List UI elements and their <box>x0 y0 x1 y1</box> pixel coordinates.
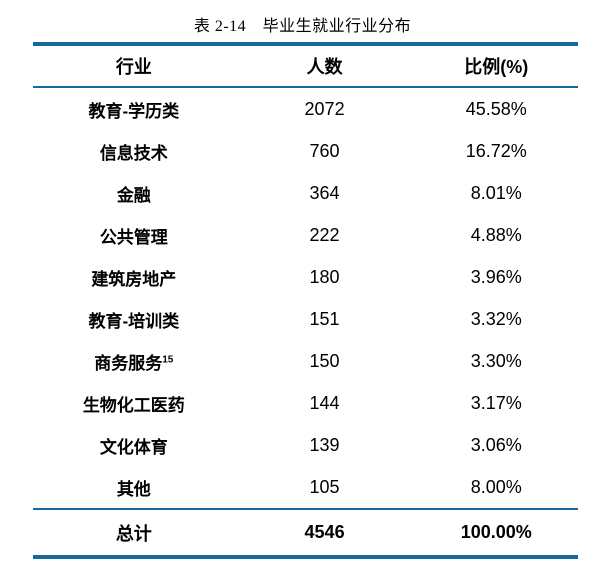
table-total-row: 总计 4546 100.00% <box>33 508 578 555</box>
industry-label: 公共管理 <box>99 227 168 247</box>
industry-cell: 其他 <box>33 475 235 500</box>
table-header-row: 行业 人数 比例(%) <box>33 46 578 88</box>
industry-cell: 金融 <box>33 181 235 206</box>
count-cell: 364 <box>309 182 340 203</box>
table-row: 教育-学历类 2072 45.58% <box>33 88 578 130</box>
percent-cell: 3.30% <box>470 350 522 371</box>
industry-cell: 建筑房地产 <box>33 265 235 290</box>
count-cell: 150 <box>309 350 340 371</box>
industry-label: 文化体育 <box>99 437 168 457</box>
table-row: 教育-培训类 151 3.32% <box>33 298 578 340</box>
industry-label: 信息技术 <box>99 143 168 163</box>
count-cell: 760 <box>309 140 340 161</box>
percent-cell: 45.58% <box>465 98 527 119</box>
table-caption: 表 2-14 毕业生就业行业分布 <box>193 18 412 35</box>
industry-label: 生物化工医药 <box>82 395 185 415</box>
header-percent: 比例(%) <box>464 57 529 77</box>
table-row: 其他 105 8.00% <box>33 466 578 508</box>
table-row: 信息技术 760 16.72% <box>33 130 578 172</box>
count-cell: 222 <box>309 224 340 245</box>
percent-cell: 4.88% <box>470 224 522 245</box>
table-row: 金融 364 8.01% <box>33 172 578 214</box>
percent-cell: 3.06% <box>470 434 522 455</box>
industry-label: 金融 <box>116 185 151 205</box>
count-cell: 144 <box>309 392 340 413</box>
industry-label: 建筑房地产 <box>91 269 177 289</box>
table-row: 公共管理 222 4.88% <box>33 214 578 256</box>
employment-industry-table: 行业 人数 比例(%) 教育-学历类 2072 45.58% 信息技术 760 … <box>33 42 578 559</box>
industry-cell: 文化体育 <box>33 433 235 458</box>
table-row: 建筑房地产 180 3.96% <box>33 256 578 298</box>
percent-cell: 3.96% <box>470 266 522 287</box>
industry-cell: 教育-培训类 <box>33 307 235 332</box>
table-row: 商务服务15 150 3.30% <box>33 340 578 382</box>
total-count: 4546 <box>304 522 345 542</box>
count-cell: 139 <box>309 434 340 455</box>
industry-cell: 教育-学历类 <box>33 97 235 122</box>
table-row: 文化体育 139 3.06% <box>33 424 578 466</box>
percent-cell: 3.17% <box>470 392 522 413</box>
count-cell: 105 <box>309 476 340 497</box>
footnote-marker: 15 <box>162 353 174 365</box>
industry-cell: 信息技术 <box>33 139 235 164</box>
percent-cell: 16.72% <box>465 140 527 161</box>
industry-label: 教育-培训类 <box>88 311 180 331</box>
total-percent: 100.00% <box>460 522 532 542</box>
industry-label: 商务服务 <box>94 353 163 373</box>
header-count: 人数 <box>306 57 343 77</box>
count-cell: 151 <box>309 308 340 329</box>
count-cell: 180 <box>309 266 340 287</box>
industry-cell: 商务服务15 <box>33 349 235 374</box>
header-industry: 行业 <box>115 57 152 77</box>
industry-cell: 生物化工医药 <box>33 391 235 416</box>
industry-cell: 公共管理 <box>33 223 235 248</box>
total-label: 总计 <box>115 523 152 544</box>
percent-cell: 3.32% <box>470 308 522 329</box>
industry-label: 其他 <box>116 479 151 499</box>
table-row: 生物化工医药 144 3.17% <box>33 382 578 424</box>
percent-cell: 8.01% <box>470 182 522 203</box>
percent-cell: 8.00% <box>470 476 522 497</box>
count-cell: 2072 <box>304 98 345 119</box>
industry-label: 教育-学历类 <box>88 101 180 121</box>
